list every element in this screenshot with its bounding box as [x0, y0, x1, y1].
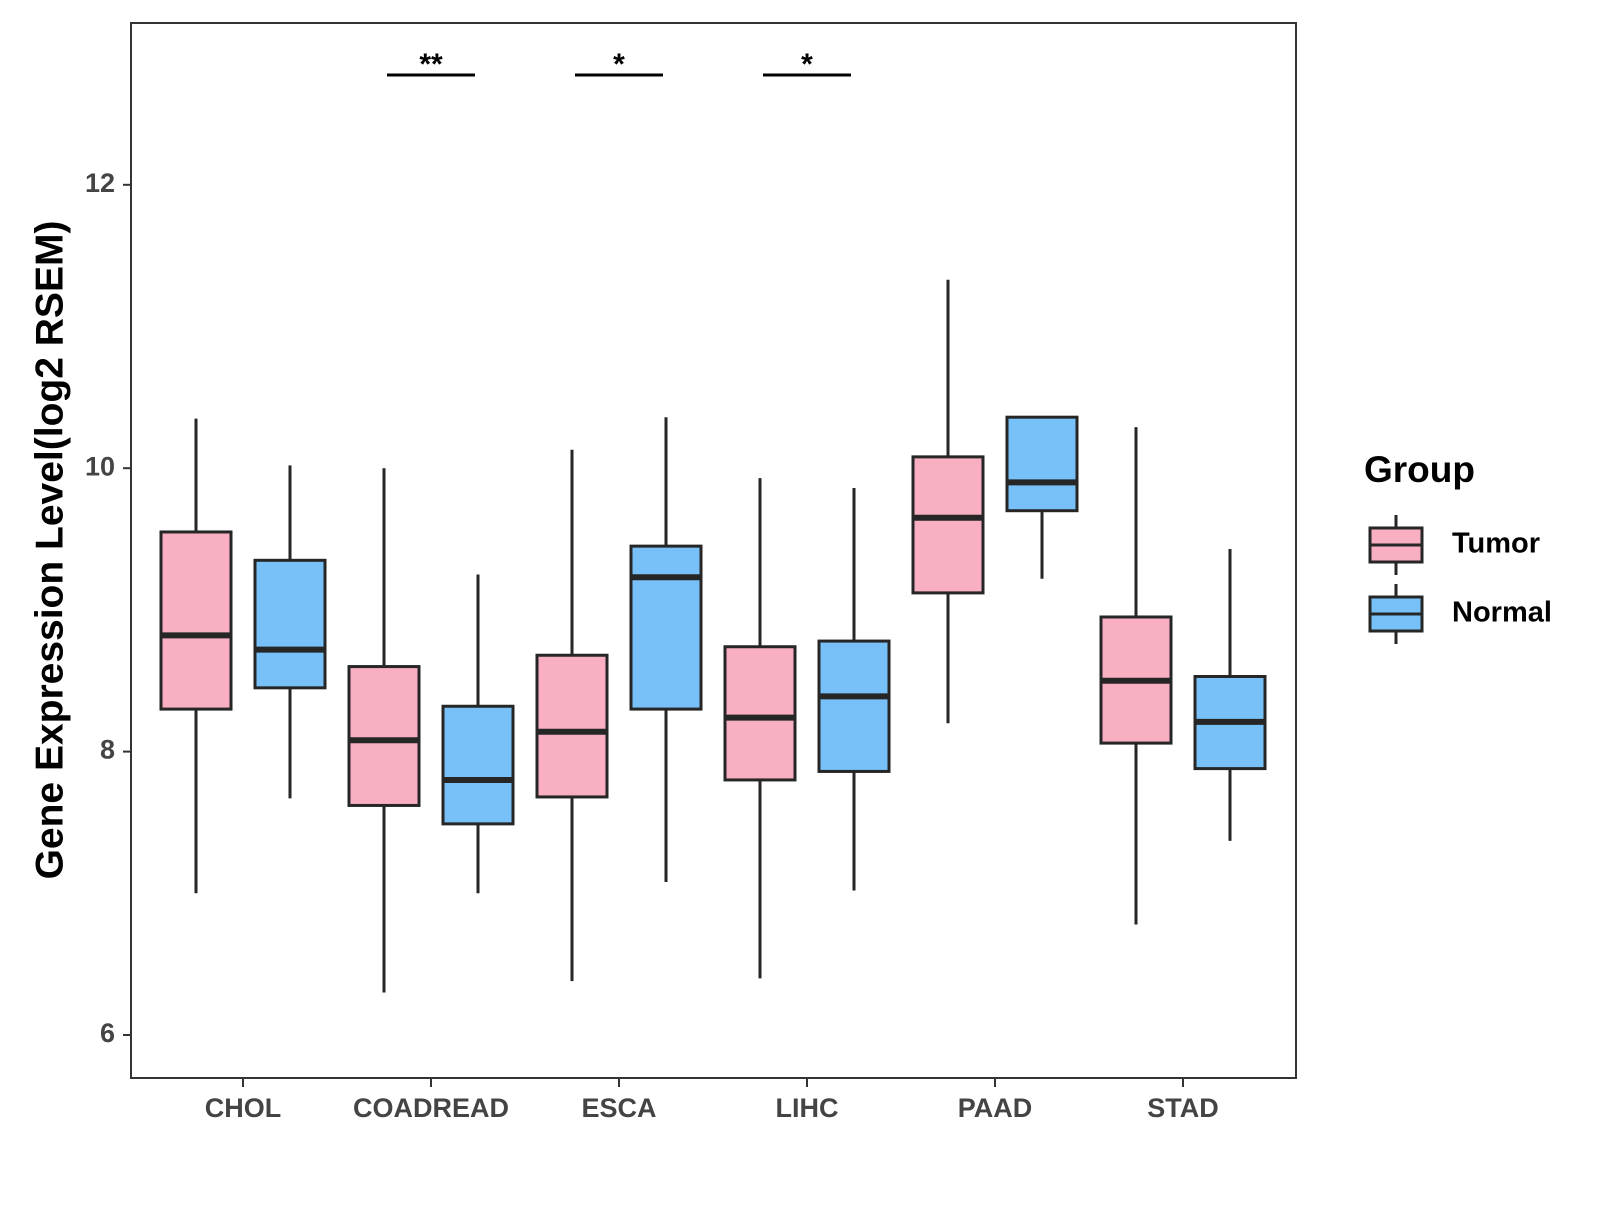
box-iqr: [159, 530, 233, 711]
x-tick-label: PAAD: [958, 1093, 1033, 1123]
box-tumor-esca: [535, 449, 609, 982]
box-tumor-stad: [1099, 427, 1173, 925]
x-tick-label: ESCA: [581, 1093, 656, 1123]
y-tick-label: 8: [100, 735, 115, 765]
box-tumor-chol: [159, 418, 233, 894]
significance-coadread: **: [387, 48, 475, 81]
significance-label: *: [613, 48, 625, 81]
y-tick-label: 6: [100, 1018, 115, 1048]
significance-label: *: [801, 48, 813, 81]
box-iqr: [911, 455, 985, 595]
significance-label: **: [419, 48, 443, 81]
legend-label: Normal: [1452, 597, 1552, 629]
box-iqr: [347, 665, 421, 807]
box-normal-coadread: [441, 574, 515, 894]
y-tick-label: 10: [85, 451, 115, 481]
box-tumor-coadread: [347, 468, 421, 993]
box-iqr: [1005, 415, 1079, 513]
x-tick-label: LIHC: [776, 1093, 839, 1123]
boxes-layer: [159, 279, 1267, 993]
box-iqr: [723, 645, 797, 782]
box-iqr: [629, 544, 703, 711]
plot-panel-border: [130, 22, 1297, 1079]
box-normal-stad: [1193, 548, 1267, 841]
box-normal-chol: [253, 465, 327, 799]
significance-lihc: *: [763, 48, 851, 81]
box-iqr: [253, 558, 327, 690]
box-normal-paad: [1005, 415, 1079, 579]
box-iqr: [535, 653, 609, 799]
legend-label: Tumor: [1452, 528, 1540, 560]
legend: Group Tumor Normal: [1364, 449, 1552, 644]
x-tick-label: STAD: [1147, 1093, 1219, 1123]
box-normal-esca: [629, 417, 703, 882]
box-normal-lihc: [817, 488, 891, 891]
x-tick-label: COADREAD: [353, 1093, 509, 1123]
box-iqr: [441, 704, 515, 826]
axes-layer: 6 8 10 12 CHOL COADREAD ESCA LIHC PAAD STAD: [85, 168, 1219, 1123]
box-iqr: [817, 639, 891, 773]
x-tick-label: CHOL: [205, 1093, 282, 1123]
annotations-layer: ** * *: [387, 48, 851, 81]
legend-entry-normal: Normal: [1368, 584, 1552, 644]
y-axis-label: Gene Expression Level(log2 RSEM): [28, 221, 71, 880]
legend-title: Group: [1364, 449, 1475, 490]
y-tick-label: 12: [85, 168, 115, 198]
legend-entry-tumor: Tumor: [1368, 515, 1540, 575]
box-tumor-lihc: [723, 478, 797, 979]
box-tumor-paad: [911, 279, 985, 724]
significance-esca: *: [575, 48, 663, 81]
